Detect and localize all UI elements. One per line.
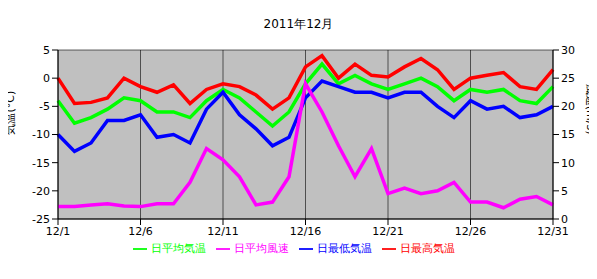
svg-text:5: 5 bbox=[561, 185, 568, 198]
svg-text:25: 25 bbox=[561, 72, 575, 85]
html-text:日平均気温: 日平均気温 bbox=[150, 242, 206, 255]
svg-text:12/1: 12/1 bbox=[46, 225, 71, 238]
svg-text:気温(°C): 気温(°C) bbox=[8, 91, 17, 135]
html-text:日平均風速: 日平均風速 bbox=[233, 242, 289, 255]
svg-text:-5: -5 bbox=[39, 100, 50, 113]
html-text:2011年12月: 2011年12月 bbox=[263, 17, 334, 31]
svg-text:10: 10 bbox=[561, 157, 575, 170]
html-text:日最低気温: 日最低気温 bbox=[316, 242, 372, 255]
svg-text:-10: -10 bbox=[32, 128, 50, 141]
svg-text:0: 0 bbox=[43, 72, 50, 85]
svg-text:15: 15 bbox=[561, 128, 575, 141]
svg-text:12/26: 12/26 bbox=[455, 225, 487, 238]
svg-text:-25: -25 bbox=[32, 213, 50, 226]
svg-text:-20: -20 bbox=[32, 185, 50, 198]
html-text:日最高気温: 日最高気温 bbox=[399, 242, 455, 255]
svg-text:-15: -15 bbox=[32, 157, 50, 170]
svg-text:0: 0 bbox=[561, 213, 568, 226]
svg-text:風速(m/s): 風速(m/s) bbox=[584, 84, 589, 135]
svg-text:12/31: 12/31 bbox=[537, 225, 569, 238]
svg-text:20: 20 bbox=[561, 100, 575, 113]
svg-text:30: 30 bbox=[561, 44, 575, 57]
svg-text:5: 5 bbox=[43, 44, 50, 57]
svg-text:12/11: 12/11 bbox=[207, 225, 239, 238]
svg-text:12/21: 12/21 bbox=[372, 225, 404, 238]
svg-text:12/6: 12/6 bbox=[128, 225, 153, 238]
svg-text:12/16: 12/16 bbox=[290, 225, 322, 238]
